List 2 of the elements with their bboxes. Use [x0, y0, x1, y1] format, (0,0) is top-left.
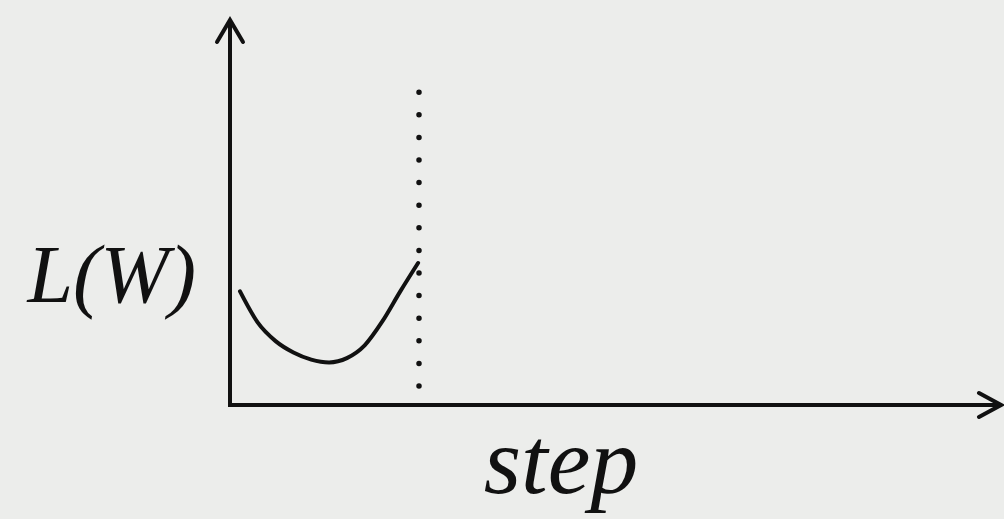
y-axis-title: L(W): [26, 229, 196, 320]
x-axis-title: step: [483, 407, 639, 514]
